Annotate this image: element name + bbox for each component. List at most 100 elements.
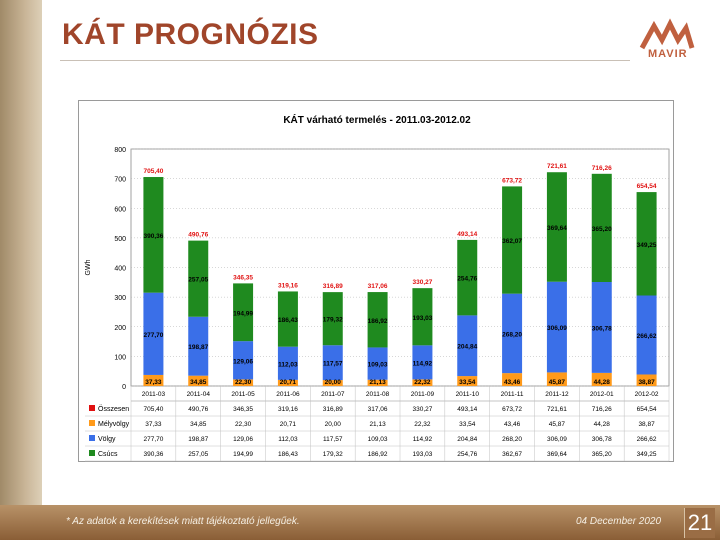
- bar-melyvolgy: [502, 373, 523, 386]
- left-decorative-bar: [0, 0, 42, 540]
- table-cell: 194,99: [233, 451, 253, 458]
- data-label-csucs: 390,36: [143, 233, 163, 240]
- data-label-melyvolgy: 22,32: [414, 379, 431, 386]
- table-cell: 654,54: [637, 406, 657, 413]
- bar-csucs: [502, 186, 523, 294]
- table-cell: 204,84: [457, 436, 477, 443]
- legend-label: Völgy: [98, 436, 116, 443]
- table-cell: 34,85: [190, 421, 207, 428]
- page-number: 21: [684, 508, 715, 538]
- table-cell: 44,28: [594, 421, 611, 428]
- table-cell: 493,14: [457, 406, 477, 413]
- data-label-melyvolgy: 20,00: [325, 379, 342, 386]
- data-label-volgy: 112,03: [278, 361, 298, 368]
- table-cell: 20,71: [280, 421, 297, 428]
- data-label-melyvolgy: 33,54: [459, 379, 476, 386]
- data-label-csucs: 369,64: [547, 225, 567, 232]
- data-label-osszesen: 490,76: [188, 232, 208, 239]
- x-tick-label: 2011-12: [545, 391, 569, 398]
- bar-volgy: [636, 295, 657, 375]
- bar-volgy: [188, 316, 209, 376]
- slide-date: 04 December 2020: [576, 516, 662, 527]
- table-cell: 193,03: [412, 451, 432, 458]
- plot-area: [130, 148, 670, 387]
- legend-label: Összesen: [98, 405, 129, 413]
- bar-melyvolgy: [591, 372, 612, 386]
- table-cell: 22,30: [235, 421, 252, 428]
- table-cell: 179,32: [323, 451, 343, 458]
- x-tick-label: 2011-05: [231, 391, 255, 398]
- x-tick-label: 2011-07: [321, 391, 345, 398]
- bar-csucs: [322, 292, 343, 346]
- mavir-logo-icon: [639, 18, 695, 50]
- table-cell: 20,00: [325, 421, 342, 428]
- bar-volgy: [502, 293, 523, 374]
- data-label-melyvolgy: 34,85: [190, 379, 207, 386]
- bar-melyvolgy: [457, 376, 478, 386]
- table-cell: 319,16: [278, 406, 298, 413]
- data-label-csucs: 349,25: [637, 242, 657, 249]
- x-tick-label: 2011-10: [456, 391, 480, 398]
- bar-volgy: [277, 346, 298, 380]
- table-cell: 129,06: [233, 436, 253, 443]
- table-cell: 362,67: [502, 451, 522, 458]
- bar-volgy: [233, 341, 254, 380]
- y-axis-label: GWh: [85, 259, 92, 275]
- data-label-melyvolgy: 44,28: [594, 379, 611, 386]
- x-tick-label: 2011-08: [366, 391, 390, 398]
- data-label-csucs: 193,03: [412, 315, 432, 322]
- bar-volgy: [546, 281, 567, 373]
- table-cell: 306,09: [547, 436, 567, 443]
- data-label-csucs: 179,32: [323, 317, 343, 324]
- data-label-melyvolgy: 43,46: [504, 379, 521, 386]
- bar-volgy: [412, 345, 433, 380]
- table-cell: 38,87: [638, 421, 655, 428]
- bar-csucs: [457, 239, 478, 316]
- data-label-osszesen: 316,89: [323, 283, 343, 290]
- y-tick-label: 400: [114, 266, 126, 273]
- data-label-csucs: 186,43: [278, 317, 298, 324]
- table-cell: 317,06: [368, 406, 388, 413]
- table-cell: 198,87: [188, 436, 208, 443]
- data-label-osszesen: 317,06: [368, 283, 388, 290]
- bar-volgy: [457, 315, 478, 377]
- legend-swatch: [89, 435, 95, 441]
- data-label-csucs: 257,05: [188, 277, 208, 284]
- legend-swatch: [89, 450, 95, 456]
- x-tick-label: 2011-11: [501, 391, 524, 398]
- bar-csucs: [143, 177, 164, 293]
- data-label-volgy: 198,87: [188, 344, 208, 351]
- legend-label: Csúcs: [98, 451, 118, 458]
- x-tick-label: 2012-01: [590, 391, 614, 398]
- table-cell: 186,92: [368, 451, 388, 458]
- data-label-volgy: 114,92: [413, 360, 433, 367]
- data-label-melyvolgy: 45,87: [549, 379, 566, 386]
- table-cell: 266,62: [637, 436, 657, 443]
- data-label-melyvolgy: 37,33: [145, 379, 162, 386]
- table-cell: 673,72: [502, 406, 522, 413]
- footer-bar: [0, 505, 720, 540]
- table-cell: 186,43: [278, 451, 298, 458]
- bar-melyvolgy: [277, 379, 298, 386]
- data-label-osszesen: 346,35: [233, 274, 253, 281]
- data-label-csucs: 362,07: [502, 238, 522, 245]
- bar-melyvolgy: [412, 379, 433, 386]
- bar-csucs: [277, 291, 298, 347]
- table-cell: 365,20: [592, 451, 612, 458]
- data-label-volgy: 268,20: [502, 331, 522, 338]
- table-cell: 277,70: [143, 436, 163, 443]
- x-tick-label: 2011-09: [411, 391, 435, 398]
- bar-melyvolgy: [188, 375, 209, 386]
- bar-melyvolgy: [233, 379, 254, 386]
- data-label-melyvolgy: 38,87: [638, 379, 655, 386]
- data-label-csucs: 186,92: [368, 318, 388, 325]
- table-cell: 306,78: [592, 436, 612, 443]
- logo-text: MAVIR: [648, 48, 688, 60]
- bar-csucs: [233, 283, 254, 342]
- x-tick-label: 2011-04: [187, 391, 211, 398]
- table-cell: 490,76: [188, 406, 208, 413]
- chart-panel: KÁT várható termelés - 2011.03-2012.02 0 1…: [78, 100, 674, 462]
- table-cell: 117,57: [323, 436, 343, 443]
- table-cell: 721,61: [547, 406, 567, 413]
- data-label-osszesen: 716,26: [592, 165, 612, 172]
